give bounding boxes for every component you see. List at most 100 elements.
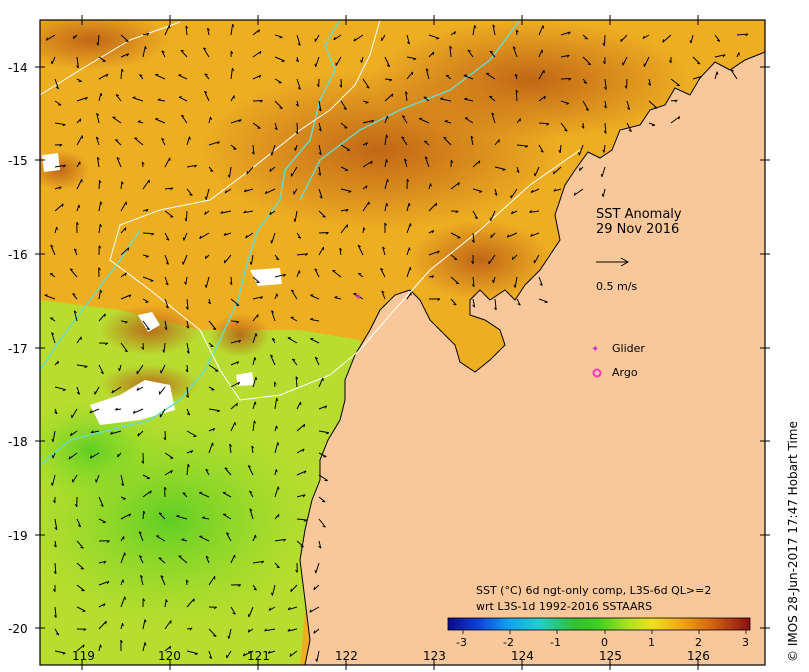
current-vector-arrow bbox=[296, 34, 301, 46]
current-vector-arrow bbox=[450, 232, 461, 239]
current-vector-arrowhead bbox=[100, 289, 103, 293]
current-vector-arrowhead bbox=[401, 136, 405, 139]
current-vector-arrow bbox=[380, 268, 386, 278]
current-vector-arrowhead bbox=[467, 49, 471, 52]
current-vector-arrowhead bbox=[105, 621, 107, 625]
current-vector-arrow bbox=[274, 273, 286, 278]
current-vector-arrow bbox=[245, 232, 254, 239]
current-vector-arrow bbox=[230, 606, 236, 615]
current-vector-arrowhead bbox=[205, 555, 209, 559]
current-vector-arrow bbox=[274, 469, 277, 476]
current-vector-arrowhead bbox=[96, 42, 99, 46]
current-vector-arrow bbox=[243, 210, 254, 214]
current-vector-arrowhead bbox=[165, 262, 169, 265]
current-vector-arrow bbox=[418, 118, 430, 124]
current-vector-arrowhead bbox=[492, 279, 494, 283]
current-vector-arrow bbox=[76, 644, 85, 652]
current-vector-arrowhead bbox=[249, 261, 252, 265]
current-vector-arrowhead bbox=[128, 294, 132, 298]
current-vector-arrowhead bbox=[52, 588, 56, 592]
current-vector-arrow bbox=[485, 72, 496, 80]
current-vector-arrow bbox=[296, 401, 302, 410]
current-vector-arrowhead bbox=[89, 455, 93, 459]
current-vector-arrowhead bbox=[463, 74, 467, 76]
current-vector-arrow bbox=[76, 56, 79, 68]
current-vector-arrowhead bbox=[212, 428, 216, 432]
current-vector-arrowhead bbox=[96, 112, 100, 116]
current-vector-arrowhead bbox=[277, 442, 280, 446]
warm-anomaly-patch-8 bbox=[210, 313, 270, 357]
current-vector-arrow bbox=[199, 232, 210, 240]
current-vector-arrowhead bbox=[144, 619, 147, 623]
current-vector-arrow bbox=[274, 78, 282, 84]
current-vector-arrow bbox=[252, 420, 255, 432]
current-vector-arrow bbox=[97, 34, 100, 46]
current-vector-arrow bbox=[340, 122, 348, 129]
current-vector-arrow bbox=[318, 144, 322, 155]
current-vector-arrowhead bbox=[293, 218, 296, 222]
current-vector-arrowhead bbox=[455, 282, 459, 285]
current-vector-arrowhead bbox=[314, 63, 317, 67]
cloud-gap-4 bbox=[42, 153, 60, 172]
current-vector-arrowhead bbox=[155, 118, 159, 120]
current-vector-arrow bbox=[229, 444, 232, 454]
argo-marker-icon bbox=[592, 368, 602, 378]
current-vector-arrowhead bbox=[322, 525, 326, 528]
current-vector-arrow bbox=[230, 402, 238, 410]
current-vector-arrow bbox=[98, 73, 109, 80]
current-vector-arrowhead bbox=[253, 588, 257, 591]
current-vector-arrowhead bbox=[419, 117, 423, 120]
current-vector-arrow bbox=[186, 364, 189, 373]
current-vector-arrowhead bbox=[124, 272, 127, 276]
current-vector-arrow bbox=[164, 276, 169, 286]
current-vector-arrowhead bbox=[85, 97, 88, 101]
current-vector-arrow bbox=[384, 78, 393, 81]
current-vector-arrowhead bbox=[276, 566, 280, 569]
current-vector-arrowhead bbox=[73, 35, 75, 39]
current-vector-arrow bbox=[494, 188, 498, 196]
current-vector-arrow bbox=[76, 518, 82, 528]
current-vector-arrowhead bbox=[716, 71, 719, 75]
current-vector-arrow bbox=[73, 310, 78, 322]
current-vector-arrow bbox=[222, 492, 232, 498]
current-vector-arrow bbox=[516, 298, 521, 306]
current-vector-arrowhead bbox=[124, 321, 128, 324]
current-vector-arrowhead bbox=[406, 178, 410, 182]
current-vector-arrowhead bbox=[654, 107, 658, 109]
current-vector-arrowhead bbox=[161, 137, 165, 141]
current-vector-arrow bbox=[208, 650, 213, 659]
current-vector-arrow bbox=[472, 25, 476, 36]
current-vector-arrow bbox=[54, 78, 59, 90]
current-vector-arrowhead bbox=[490, 234, 492, 238]
colorbar-tick-label: 3 bbox=[742, 636, 749, 649]
current-vector-arrowhead bbox=[127, 247, 130, 251]
current-vector-arrow bbox=[51, 56, 56, 65]
current-vector-arrow bbox=[252, 401, 256, 410]
current-vector-arrowhead bbox=[216, 410, 220, 413]
current-vector-arrowhead bbox=[204, 73, 208, 76]
current-vector-arrowhead bbox=[464, 97, 468, 100]
current-vector-arrowhead bbox=[138, 531, 142, 534]
bathy-contour-white bbox=[40, 21, 181, 96]
current-vector-arrow bbox=[274, 442, 279, 454]
current-vector-arrow bbox=[538, 276, 543, 286]
current-vector-arrowhead bbox=[276, 425, 278, 429]
current-vector-arrowhead bbox=[98, 267, 101, 271]
glider-legend-label: Glider bbox=[612, 342, 645, 355]
current-vector-arrow bbox=[730, 69, 738, 80]
current-vector-arrow bbox=[95, 136, 100, 146]
current-vector-arrow bbox=[296, 78, 301, 90]
current-vector-arrowhead bbox=[389, 79, 393, 82]
current-vector-arrow bbox=[98, 644, 101, 652]
current-vector-arrow bbox=[714, 71, 718, 80]
current-vector-arrowhead bbox=[254, 401, 257, 405]
current-vector-arrow bbox=[142, 179, 150, 190]
current-vector-arrow bbox=[290, 166, 298, 177]
lat-tick-label: -14 bbox=[8, 61, 28, 75]
current-vector-arrowhead bbox=[318, 108, 322, 112]
current-vector-arrow bbox=[318, 405, 327, 410]
current-vector-arrowhead bbox=[270, 240, 273, 244]
current-vector-arrowhead bbox=[73, 310, 77, 314]
current-vector-arrow bbox=[120, 272, 127, 278]
current-vector-arrow bbox=[274, 398, 278, 410]
